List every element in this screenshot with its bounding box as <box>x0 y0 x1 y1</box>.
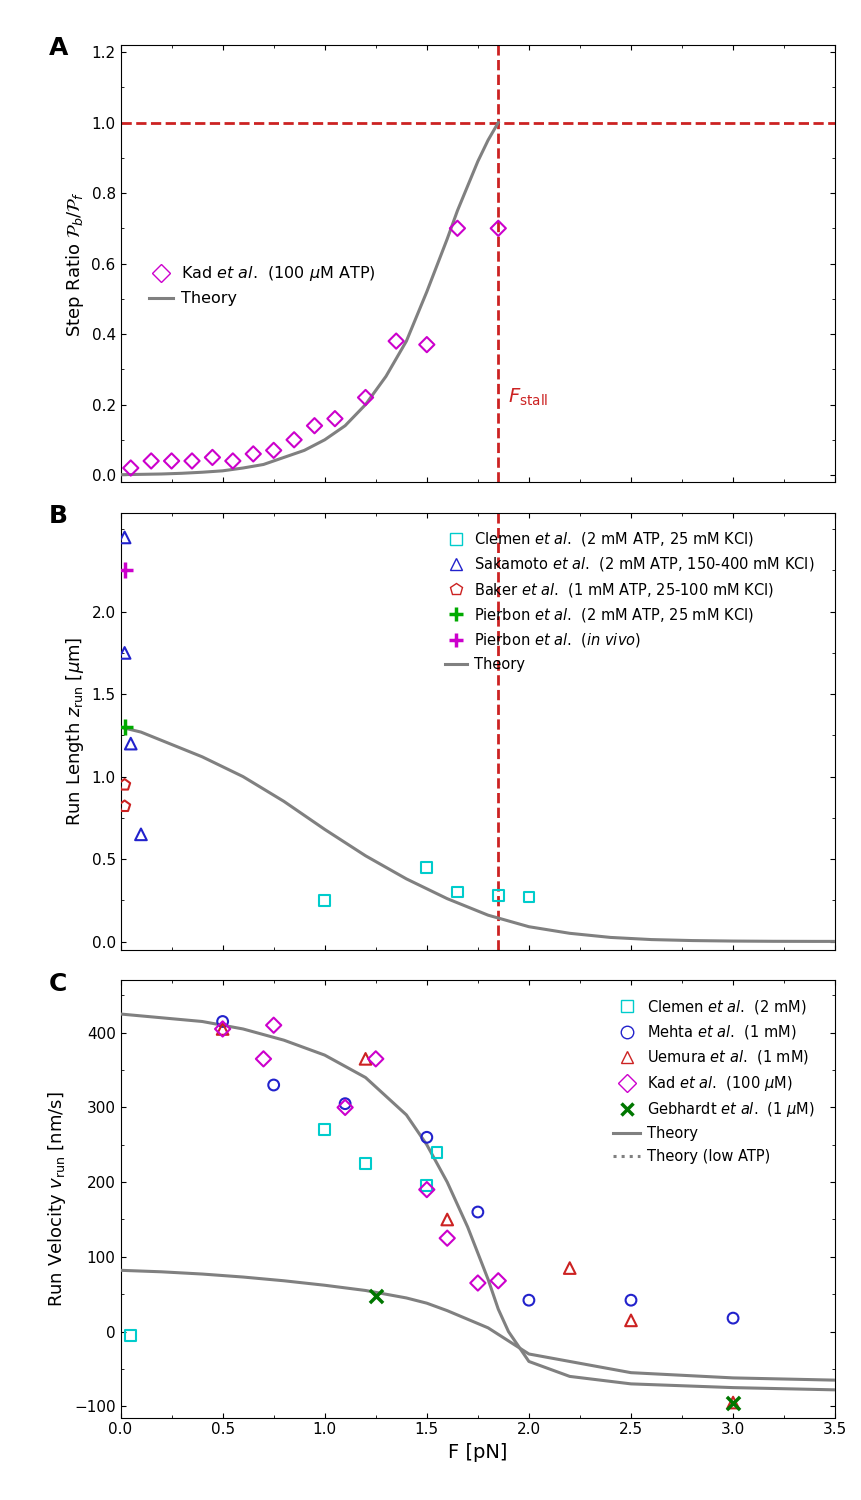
Y-axis label: Run Velocity $v_{\rm run}$ [nm/s]: Run Velocity $v_{\rm run}$ [nm/s] <box>46 1090 69 1306</box>
Point <box>216 1010 230 1034</box>
Point <box>522 1288 536 1312</box>
Point <box>492 1269 505 1293</box>
Point <box>420 1174 434 1198</box>
Point <box>226 448 239 472</box>
Point <box>359 1047 373 1071</box>
Point <box>369 1047 382 1071</box>
Point <box>216 1017 230 1041</box>
Point <box>267 1072 281 1096</box>
Point <box>624 1308 638 1332</box>
Point <box>145 448 158 472</box>
Point <box>118 525 132 549</box>
Point <box>267 1013 281 1036</box>
Point <box>450 880 464 904</box>
Point <box>420 855 434 879</box>
Point <box>359 1152 373 1176</box>
Point <box>118 795 132 819</box>
Point <box>471 1270 485 1294</box>
Point <box>124 456 138 480</box>
Point <box>471 1200 485 1224</box>
Point <box>118 558 132 582</box>
Y-axis label: Run Length $z_{\rm run}$ [$\mu$m]: Run Length $z_{\rm run}$ [$\mu$m] <box>64 636 86 827</box>
Point <box>420 333 434 357</box>
Point <box>563 1256 577 1280</box>
Point <box>440 1226 454 1250</box>
Point <box>359 386 373 410</box>
Point <box>246 442 260 466</box>
Point <box>420 1125 434 1149</box>
Point <box>134 822 148 846</box>
Point <box>369 1284 382 1308</box>
Point <box>389 328 403 352</box>
Point <box>328 406 342 430</box>
Point <box>420 1178 434 1202</box>
Point <box>440 1208 454 1231</box>
Point <box>124 732 138 756</box>
Point <box>185 448 199 472</box>
Legend: Kad $et\ al$.  (100 $\mu$M ATP), Theory: Kad $et\ al$. (100 $\mu$M ATP), Theory <box>143 258 382 314</box>
Point <box>726 1390 740 1414</box>
Point <box>118 640 132 664</box>
Point <box>164 448 178 472</box>
Point <box>124 1323 138 1347</box>
Y-axis label: Step Ratio $\mathcal{P}_b/\mathcal{P}_f$: Step Ratio $\mathcal{P}_b/\mathcal{P}_f$ <box>64 190 86 336</box>
Point <box>624 1288 638 1312</box>
Point <box>522 885 536 909</box>
Text: $F_{\rm stall}$: $F_{\rm stall}$ <box>509 387 548 408</box>
Point <box>726 1306 740 1330</box>
Text: B: B <box>49 504 68 528</box>
Point <box>216 1017 230 1041</box>
Legend: Clemen $et\ al$.  (2 mM), Mehta $et\ al$.  (1 mM), Uemura $et\ al$.  (1 mM), Kad: Clemen $et\ al$. (2 mM), Mehta $et\ al$.… <box>608 992 821 1170</box>
Point <box>307 414 321 438</box>
Point <box>338 1095 352 1119</box>
Legend: Clemen $et\ al$.  (2 mM ATP, 25 mM KCl), Sakamoto $et\ al$.  (2 mM ATP, 150-400 : Clemen $et\ al$. (2 mM ATP, 25 mM KCl), … <box>439 525 821 678</box>
Point <box>206 446 220 470</box>
X-axis label: F [pN]: F [pN] <box>449 1443 507 1462</box>
Text: A: A <box>49 36 69 60</box>
Point <box>267 438 281 462</box>
Text: C: C <box>49 972 67 996</box>
Point <box>318 888 331 912</box>
Point <box>118 772 132 796</box>
Point <box>450 216 464 240</box>
Point <box>430 1140 444 1164</box>
Point <box>492 216 505 240</box>
Point <box>257 1047 270 1071</box>
Point <box>492 884 505 908</box>
Point <box>318 1118 331 1142</box>
Point <box>338 1092 352 1116</box>
Point <box>118 716 132 740</box>
Point <box>726 1390 740 1414</box>
Point <box>288 427 301 451</box>
